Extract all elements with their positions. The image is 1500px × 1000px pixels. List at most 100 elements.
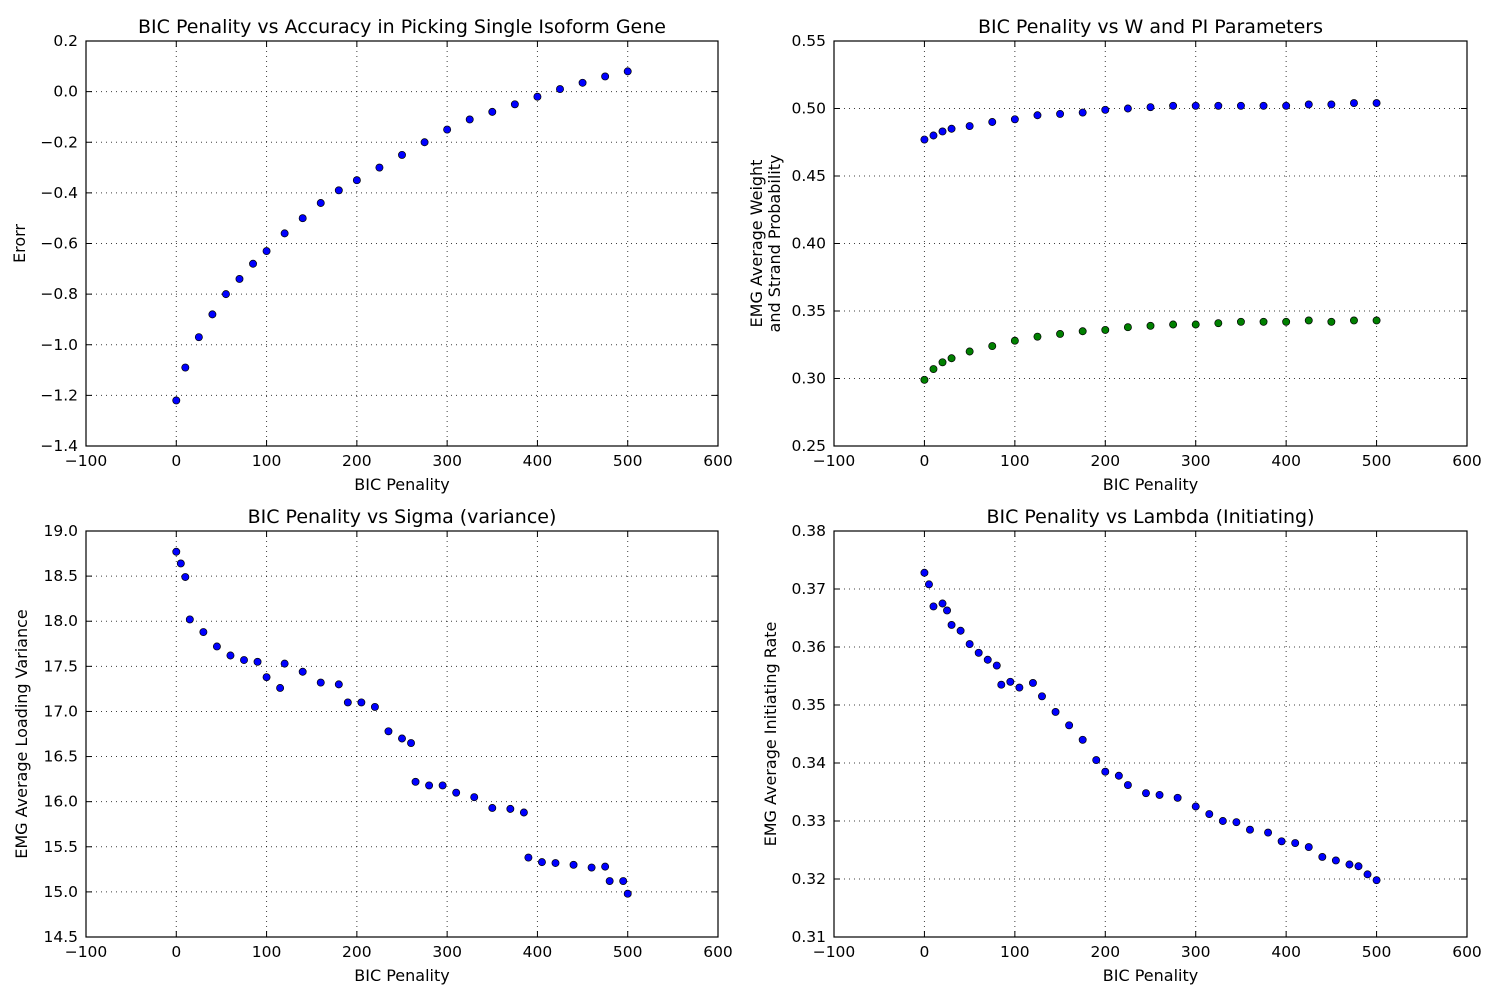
y-tick-label: −0.4	[40, 184, 78, 202]
data-point	[370, 702, 379, 711]
data-point	[524, 853, 533, 862]
data-point	[185, 615, 194, 624]
y-axis-label: Erorr	[10, 224, 29, 263]
data-point	[199, 628, 208, 636]
data-point	[253, 657, 262, 666]
x-tick-label: 600	[703, 943, 733, 961]
data-point	[425, 781, 434, 790]
data-point	[551, 859, 560, 867]
y-tick-label: 0.40	[791, 235, 826, 253]
x-tick-label: 200	[342, 943, 372, 961]
x-axis-label: BIC Penality	[1103, 966, 1198, 985]
data-point	[1006, 677, 1015, 686]
data-point	[262, 247, 271, 256]
data-point	[176, 559, 185, 568]
data-point	[276, 684, 285, 692]
data-point	[316, 199, 325, 207]
y-tick-label: 0.55	[791, 32, 826, 50]
data-point	[1038, 692, 1046, 701]
data-point	[533, 92, 542, 101]
data-point	[1078, 108, 1087, 117]
chart-title: BIC Penality vs W and PI Parameters	[978, 16, 1323, 38]
y-tick-label: 0.50	[791, 100, 826, 118]
data-point	[997, 680, 1006, 689]
data-point	[194, 333, 203, 342]
data-point	[988, 118, 997, 126]
data-point	[947, 124, 956, 133]
x-tick-label: −100	[813, 943, 856, 961]
data-point	[1173, 793, 1182, 802]
data-point	[938, 127, 947, 136]
data-point	[1155, 790, 1164, 799]
data-point	[1123, 781, 1132, 789]
data-point	[601, 862, 610, 871]
y-tick-label: 19.0	[43, 522, 78, 540]
x-tick-label: 0	[919, 943, 929, 961]
y-tick-label: 18.5	[43, 567, 78, 585]
y-tick-label: −0.6	[40, 235, 78, 253]
data-point	[384, 727, 393, 736]
data-point	[1123, 104, 1132, 113]
plot-frame	[833, 40, 1468, 447]
chart-panel-w-pi: −100 0 100 200 300 400 500 600 0.25 0.30 0.35 0.40 0…	[747, 16, 1482, 494]
data-point	[1363, 870, 1372, 879]
data-point	[398, 734, 406, 743]
data-point	[992, 661, 1001, 670]
y-tick-label: 17.5	[43, 657, 78, 675]
data-point	[1092, 756, 1101, 765]
data-point	[1169, 101, 1178, 110]
data-point	[1078, 735, 1087, 744]
x-tick-label: 200	[342, 452, 372, 470]
data-point	[1372, 99, 1381, 108]
y-tick-label: 0.0	[53, 83, 78, 101]
x-tick-label: 100	[1000, 943, 1030, 961]
data-point	[938, 358, 947, 367]
plot-frame	[85, 530, 719, 938]
data-point	[938, 599, 947, 608]
data-point	[1304, 316, 1313, 325]
data-point	[181, 573, 190, 581]
data-point	[965, 347, 974, 356]
data-point	[181, 363, 190, 372]
x-tick-label: −100	[65, 943, 108, 961]
data-point	[280, 229, 289, 238]
data-point	[1345, 860, 1354, 869]
x-tick-label: 400	[523, 943, 553, 961]
data-point	[221, 290, 230, 299]
data-point	[452, 788, 461, 797]
data-point	[1015, 683, 1024, 692]
data-point	[1372, 316, 1381, 325]
x-tick-label: 200	[1090, 943, 1120, 961]
data-point	[1191, 101, 1200, 110]
data-point	[1191, 320, 1200, 329]
data-point	[357, 698, 366, 707]
y-tick-label: 0.34	[791, 754, 826, 772]
data-point	[619, 877, 628, 886]
data-point	[1101, 105, 1110, 114]
data-point	[1304, 843, 1313, 852]
y-tick-label: −1.4	[40, 437, 78, 455]
data-point	[929, 602, 938, 611]
data-point	[398, 150, 406, 159]
y-tick-label: 14.5	[43, 928, 78, 946]
data-point	[343, 698, 352, 707]
data-point	[1056, 330, 1065, 338]
y-tick-label: 0.32	[791, 870, 826, 888]
data-point	[519, 808, 528, 817]
data-point	[334, 680, 343, 689]
data-point	[1033, 332, 1042, 341]
x-axis-label: BIC Penality	[354, 475, 449, 494]
data-point	[316, 678, 325, 687]
y-tick-label: 0.2	[53, 32, 78, 50]
data-point	[280, 659, 289, 668]
data-point	[1028, 679, 1037, 687]
data-point	[947, 621, 956, 629]
data-point	[1354, 862, 1363, 871]
data-point	[587, 863, 596, 872]
y-tick-label: 18.0	[43, 612, 78, 630]
data-point	[1218, 817, 1227, 825]
x-axis-label: BIC Penality	[354, 966, 449, 985]
data-point	[1169, 320, 1178, 329]
data-point	[1146, 103, 1155, 112]
y-tick-label: 17.0	[43, 702, 78, 720]
